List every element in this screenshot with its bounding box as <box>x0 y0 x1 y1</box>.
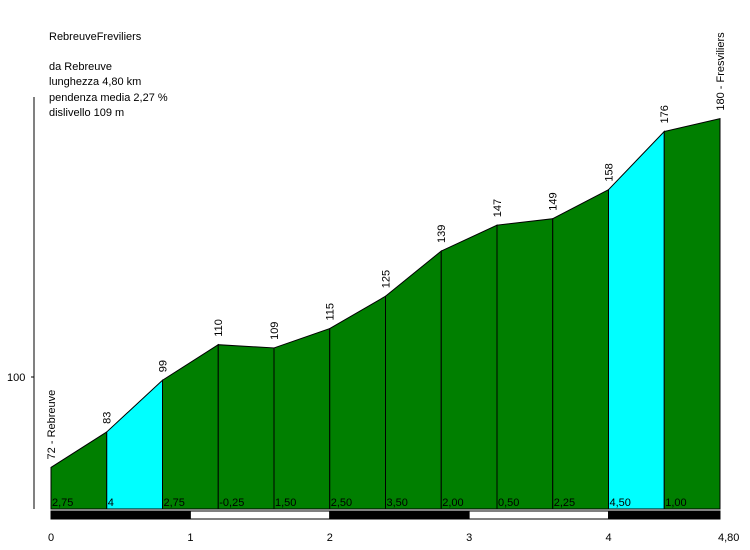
profile-segment <box>162 343 219 510</box>
profile-segment <box>552 188 609 510</box>
x-tick-label: 4 <box>605 532 611 544</box>
profile-segment <box>496 218 554 510</box>
elevation-label: 99 <box>158 360 170 372</box>
elevation-label: 109 <box>269 322 281 340</box>
elevation-label: 139 <box>436 225 448 243</box>
profile-segment <box>106 379 163 510</box>
segment-gradient-label: 1,00 <box>665 497 686 509</box>
segment-gradient-label: 2,75 <box>164 497 185 509</box>
elevation-label: 158 <box>604 163 616 181</box>
start-elevation-label: 72 - Rebreuve <box>46 390 58 460</box>
segment-gradient-label: 3,50 <box>387 497 408 509</box>
segment-gradient-label: 2,00 <box>442 497 463 509</box>
distance-scale-block <box>608 510 721 520</box>
elevation-label: 83 <box>102 412 114 424</box>
segment-gradient-label: 2,50 <box>331 497 352 509</box>
distance-scale-block <box>189 510 331 520</box>
profile-segment <box>663 117 721 510</box>
elevation-label: 115 <box>325 303 337 321</box>
profile-segment <box>273 327 331 510</box>
segment-gradient-label: 0,50 <box>498 497 519 509</box>
chart-title: RebreuveFreviliers <box>49 31 142 43</box>
segment-gradient-label: 4,50 <box>610 497 631 509</box>
profile-segment <box>329 295 386 510</box>
segment-gradient-label: 4 <box>108 497 114 509</box>
elevation-gain-info: dislivello 109 m <box>49 107 125 119</box>
segment-gradient-label: -0,25 <box>219 497 244 509</box>
x-tick-label: 1 <box>187 532 193 544</box>
start-location: da Rebreuve <box>49 61 112 73</box>
x-tick-label: 4,80 <box>718 532 739 544</box>
avg-gradient-info: pendenza media 2,27 % <box>49 92 168 104</box>
x-tick-label: 3 <box>466 532 472 544</box>
distance-scale-block <box>329 510 470 520</box>
profile-segment <box>440 224 498 510</box>
x-tick-label: 2 <box>327 532 333 544</box>
profile-segment <box>608 130 665 510</box>
length-info: lunghezza 4,80 km <box>49 76 142 88</box>
end-elevation-label: 180 - Fresviliers <box>715 32 727 111</box>
elevation-label: 125 <box>381 270 393 288</box>
profile-segment <box>385 249 442 510</box>
segment-gradient-label: 1,50 <box>275 497 296 509</box>
distance-scale-block <box>50 510 191 520</box>
profile-segment <box>217 344 275 510</box>
y-tick-label: 100 <box>7 372 25 384</box>
elevation-label: 176 <box>659 105 671 123</box>
elevation-label: 110 <box>213 319 225 337</box>
distance-scale-block <box>468 510 609 520</box>
segment-gradient-label: 2,25 <box>554 497 575 509</box>
elevation-label: 147 <box>492 199 504 217</box>
elevation-label: 149 <box>548 192 560 210</box>
segment-gradient-label: 2,75 <box>52 497 73 509</box>
x-tick-label: 0 <box>48 532 54 544</box>
